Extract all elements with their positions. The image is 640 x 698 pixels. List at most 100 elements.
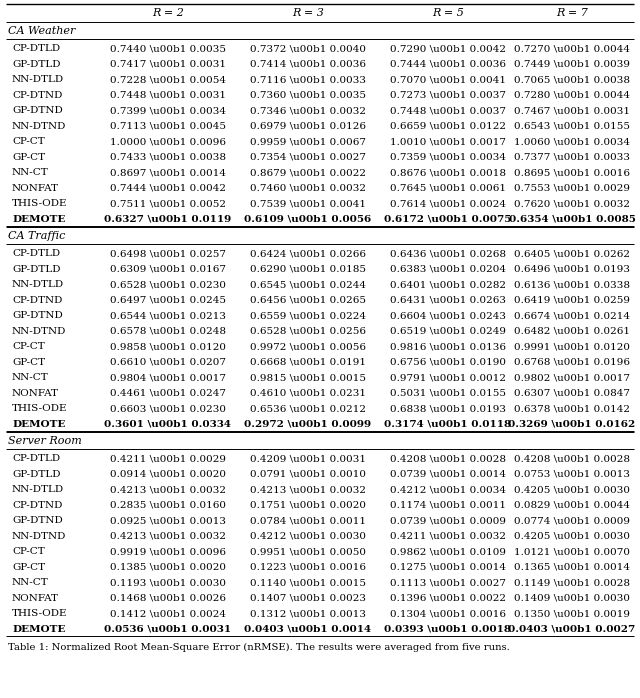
Text: 0.7444 \u00b1 0.0036: 0.7444 \u00b1 0.0036 (390, 60, 506, 68)
Text: 0.6674 \u00b1 0.0214: 0.6674 \u00b1 0.0214 (514, 311, 630, 320)
Text: 0.7372 \u00b1 0.0040: 0.7372 \u00b1 0.0040 (250, 44, 366, 53)
Text: 0.6424 \u00b1 0.0266: 0.6424 \u00b1 0.0266 (250, 249, 366, 258)
Text: Table 1: Normalized Root Mean-Square Error (nRMSE). The results were averaged fr: Table 1: Normalized Root Mean-Square Err… (8, 643, 509, 652)
Text: 0.0403 \u00b1 0.0027: 0.0403 \u00b1 0.0027 (508, 625, 636, 634)
Text: 0.6401 \u00b1 0.0282: 0.6401 \u00b1 0.0282 (390, 281, 506, 289)
Text: 0.6528 \u00b1 0.0256: 0.6528 \u00b1 0.0256 (250, 327, 366, 336)
Text: 0.7228 \u00b1 0.0054: 0.7228 \u00b1 0.0054 (110, 75, 226, 84)
Text: CP-DTLD: CP-DTLD (12, 249, 60, 258)
Text: CP-CT: CP-CT (12, 138, 45, 147)
Text: 0.0925 \u00b1 0.0013: 0.0925 \u00b1 0.0013 (110, 517, 226, 526)
Text: 0.7467 \u00b1 0.0031: 0.7467 \u00b1 0.0031 (514, 106, 630, 115)
Text: 0.9804 \u00b1 0.0017: 0.9804 \u00b1 0.0017 (110, 373, 226, 383)
Text: 0.0914 \u00b1 0.0020: 0.0914 \u00b1 0.0020 (110, 470, 226, 479)
Text: GP-DTLD: GP-DTLD (12, 265, 61, 274)
Text: 0.1174 \u00b1 0.0011: 0.1174 \u00b1 0.0011 (390, 500, 506, 510)
Text: 0.6544 \u00b1 0.0213: 0.6544 \u00b1 0.0213 (110, 311, 226, 320)
Text: 0.6659 \u00b1 0.0122: 0.6659 \u00b1 0.0122 (390, 121, 506, 131)
Text: 0.9858 \u00b1 0.0120: 0.9858 \u00b1 0.0120 (110, 342, 226, 351)
Text: 0.1365 \u00b1 0.0014: 0.1365 \u00b1 0.0014 (514, 563, 630, 572)
Text: GP-DTLD: GP-DTLD (12, 470, 61, 479)
Text: 0.7444 \u00b1 0.0042: 0.7444 \u00b1 0.0042 (110, 184, 226, 193)
Text: 0.4211 \u00b1 0.0029: 0.4211 \u00b1 0.0029 (110, 454, 226, 463)
Text: 0.0739 \u00b1 0.0009: 0.0739 \u00b1 0.0009 (390, 517, 506, 526)
Text: 0.8676 \u00b1 0.0018: 0.8676 \u00b1 0.0018 (390, 168, 506, 177)
Text: CA Traffic: CA Traffic (8, 231, 65, 241)
Text: 0.1193 \u00b1 0.0030: 0.1193 \u00b1 0.0030 (110, 578, 226, 587)
Text: NN-CT: NN-CT (12, 578, 49, 587)
Text: 0.1412 \u00b1 0.0024: 0.1412 \u00b1 0.0024 (110, 609, 226, 618)
Text: 0.6519 \u00b1 0.0249: 0.6519 \u00b1 0.0249 (390, 327, 506, 336)
Text: 0.6578 \u00b1 0.0248: 0.6578 \u00b1 0.0248 (110, 327, 226, 336)
Text: 0.7645 \u00b1 0.0061: 0.7645 \u00b1 0.0061 (390, 184, 506, 193)
Text: CP-DTND: CP-DTND (12, 91, 62, 100)
Text: 0.7273 \u00b1 0.0037: 0.7273 \u00b1 0.0037 (390, 91, 506, 100)
Text: 0.6604 \u00b1 0.0243: 0.6604 \u00b1 0.0243 (390, 311, 506, 320)
Text: 0.7354 \u00b1 0.0027: 0.7354 \u00b1 0.0027 (250, 153, 366, 162)
Text: GP-CT: GP-CT (12, 563, 45, 572)
Text: 0.1149 \u00b1 0.0028: 0.1149 \u00b1 0.0028 (514, 578, 630, 587)
Text: DEMOTE: DEMOTE (12, 625, 65, 634)
Text: 0.0739 \u00b1 0.0014: 0.0739 \u00b1 0.0014 (390, 470, 506, 479)
Text: 0.5031 \u00b1 0.0155: 0.5031 \u00b1 0.0155 (390, 389, 506, 398)
Text: 0.6536 \u00b1 0.0212: 0.6536 \u00b1 0.0212 (250, 404, 366, 413)
Text: 0.4610 \u00b1 0.0231: 0.4610 \u00b1 0.0231 (250, 389, 366, 398)
Text: NN-DTND: NN-DTND (12, 121, 67, 131)
Text: 0.4212 \u00b1 0.0030: 0.4212 \u00b1 0.0030 (250, 532, 366, 541)
Text: 0.6610 \u00b1 0.0207: 0.6610 \u00b1 0.0207 (110, 358, 226, 366)
Text: THIS-ODE: THIS-ODE (12, 199, 67, 208)
Text: 0.1468 \u00b1 0.0026: 0.1468 \u00b1 0.0026 (110, 594, 226, 603)
Text: 0.9951 \u00b1 0.0050: 0.9951 \u00b1 0.0050 (250, 547, 366, 556)
Text: 0.9815 \u00b1 0.0015: 0.9815 \u00b1 0.0015 (250, 373, 366, 383)
Text: 0.6172 \u00b1 0.0075: 0.6172 \u00b1 0.0075 (384, 215, 512, 224)
Text: 0.4208 \u00b1 0.0028: 0.4208 \u00b1 0.0028 (514, 454, 630, 463)
Text: NONFAT: NONFAT (12, 594, 59, 603)
Text: R = 5: R = 5 (432, 8, 464, 19)
Text: 1.0121 \u00b1 0.0070: 1.0121 \u00b1 0.0070 (514, 547, 630, 556)
Text: 0.6545 \u00b1 0.0244: 0.6545 \u00b1 0.0244 (250, 281, 366, 289)
Text: 0.9959 \u00b1 0.0067: 0.9959 \u00b1 0.0067 (250, 138, 366, 147)
Text: 0.8697 \u00b1 0.0014: 0.8697 \u00b1 0.0014 (110, 168, 226, 177)
Text: CP-DTLD: CP-DTLD (12, 44, 60, 53)
Text: 0.6309 \u00b1 0.0167: 0.6309 \u00b1 0.0167 (110, 265, 226, 274)
Text: GP-CT: GP-CT (12, 153, 45, 162)
Text: 0.6354 \u00b1 0.0085: 0.6354 \u00b1 0.0085 (509, 215, 636, 224)
Text: 0.6543 \u00b1 0.0155: 0.6543 \u00b1 0.0155 (514, 121, 630, 131)
Text: 0.7553 \u00b1 0.0029: 0.7553 \u00b1 0.0029 (514, 184, 630, 193)
Text: 0.7359 \u00b1 0.0034: 0.7359 \u00b1 0.0034 (390, 153, 506, 162)
Text: 0.3269 \u00b1 0.0162: 0.3269 \u00b1 0.0162 (508, 419, 636, 429)
Text: 0.1275 \u00b1 0.0014: 0.1275 \u00b1 0.0014 (390, 563, 506, 572)
Text: 0.4213 \u00b1 0.0032: 0.4213 \u00b1 0.0032 (250, 485, 366, 494)
Text: CP-DTND: CP-DTND (12, 500, 62, 510)
Text: 0.7360 \u00b1 0.0035: 0.7360 \u00b1 0.0035 (250, 91, 366, 100)
Text: 0.7433 \u00b1 0.0038: 0.7433 \u00b1 0.0038 (110, 153, 226, 162)
Text: 0.2835 \u00b1 0.0160: 0.2835 \u00b1 0.0160 (110, 500, 226, 510)
Text: 0.0753 \u00b1 0.0013: 0.0753 \u00b1 0.0013 (514, 470, 630, 479)
Text: 0.7460 \u00b1 0.0032: 0.7460 \u00b1 0.0032 (250, 184, 366, 193)
Text: 0.1304 \u00b1 0.0016: 0.1304 \u00b1 0.0016 (390, 609, 506, 618)
Text: 0.6559 \u00b1 0.0224: 0.6559 \u00b1 0.0224 (250, 311, 366, 320)
Text: 0.7113 \u00b1 0.0045: 0.7113 \u00b1 0.0045 (110, 121, 226, 131)
Text: 0.7620 \u00b1 0.0032: 0.7620 \u00b1 0.0032 (514, 199, 630, 208)
Text: 0.7290 \u00b1 0.0042: 0.7290 \u00b1 0.0042 (390, 44, 506, 53)
Text: 0.4205 \u00b1 0.0030: 0.4205 \u00b1 0.0030 (514, 485, 630, 494)
Text: 0.6498 \u00b1 0.0257: 0.6498 \u00b1 0.0257 (110, 249, 226, 258)
Text: 0.9972 \u00b1 0.0056: 0.9972 \u00b1 0.0056 (250, 342, 366, 351)
Text: 0.6136 \u00b1 0.0338: 0.6136 \u00b1 0.0338 (514, 281, 630, 289)
Text: 0.6307 \u00b1 0.0847: 0.6307 \u00b1 0.0847 (514, 389, 630, 398)
Text: 0.1223 \u00b1 0.0016: 0.1223 \u00b1 0.0016 (250, 563, 366, 572)
Text: 0.4211 \u00b1 0.0032: 0.4211 \u00b1 0.0032 (390, 532, 506, 541)
Text: 0.0829 \u00b1 0.0044: 0.0829 \u00b1 0.0044 (514, 500, 630, 510)
Text: 0.9791 \u00b1 0.0012: 0.9791 \u00b1 0.0012 (390, 373, 506, 383)
Text: 0.6431 \u00b1 0.0263: 0.6431 \u00b1 0.0263 (390, 296, 506, 305)
Text: CP-DTLD: CP-DTLD (12, 454, 60, 463)
Text: 0.6482 \u00b1 0.0261: 0.6482 \u00b1 0.0261 (514, 327, 630, 336)
Text: Server Room: Server Room (8, 436, 82, 446)
Text: GP-DTND: GP-DTND (12, 311, 63, 320)
Text: 0.6405 \u00b1 0.0262: 0.6405 \u00b1 0.0262 (514, 249, 630, 258)
Text: 0.1396 \u00b1 0.0022: 0.1396 \u00b1 0.0022 (390, 594, 506, 603)
Text: 0.6497 \u00b1 0.0245: 0.6497 \u00b1 0.0245 (110, 296, 226, 305)
Text: 0.1409 \u00b1 0.0030: 0.1409 \u00b1 0.0030 (514, 594, 630, 603)
Text: 0.7280 \u00b1 0.0044: 0.7280 \u00b1 0.0044 (514, 91, 630, 100)
Text: NN-DTLD: NN-DTLD (12, 485, 64, 494)
